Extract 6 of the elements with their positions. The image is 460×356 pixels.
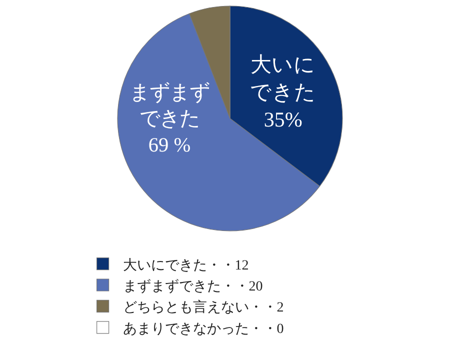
- data-label: まずまずできた69 %: [130, 82, 210, 157]
- legend-label: 大いにできた・・12: [122, 257, 249, 274]
- data-label: 大いにできた35%: [250, 52, 316, 132]
- legend-label: あまりできなかった・・0: [122, 322, 284, 337]
- legend-label: どちらとも言えない・・2: [122, 300, 284, 316]
- legend-label: まずまずできた・・20: [122, 278, 263, 294]
